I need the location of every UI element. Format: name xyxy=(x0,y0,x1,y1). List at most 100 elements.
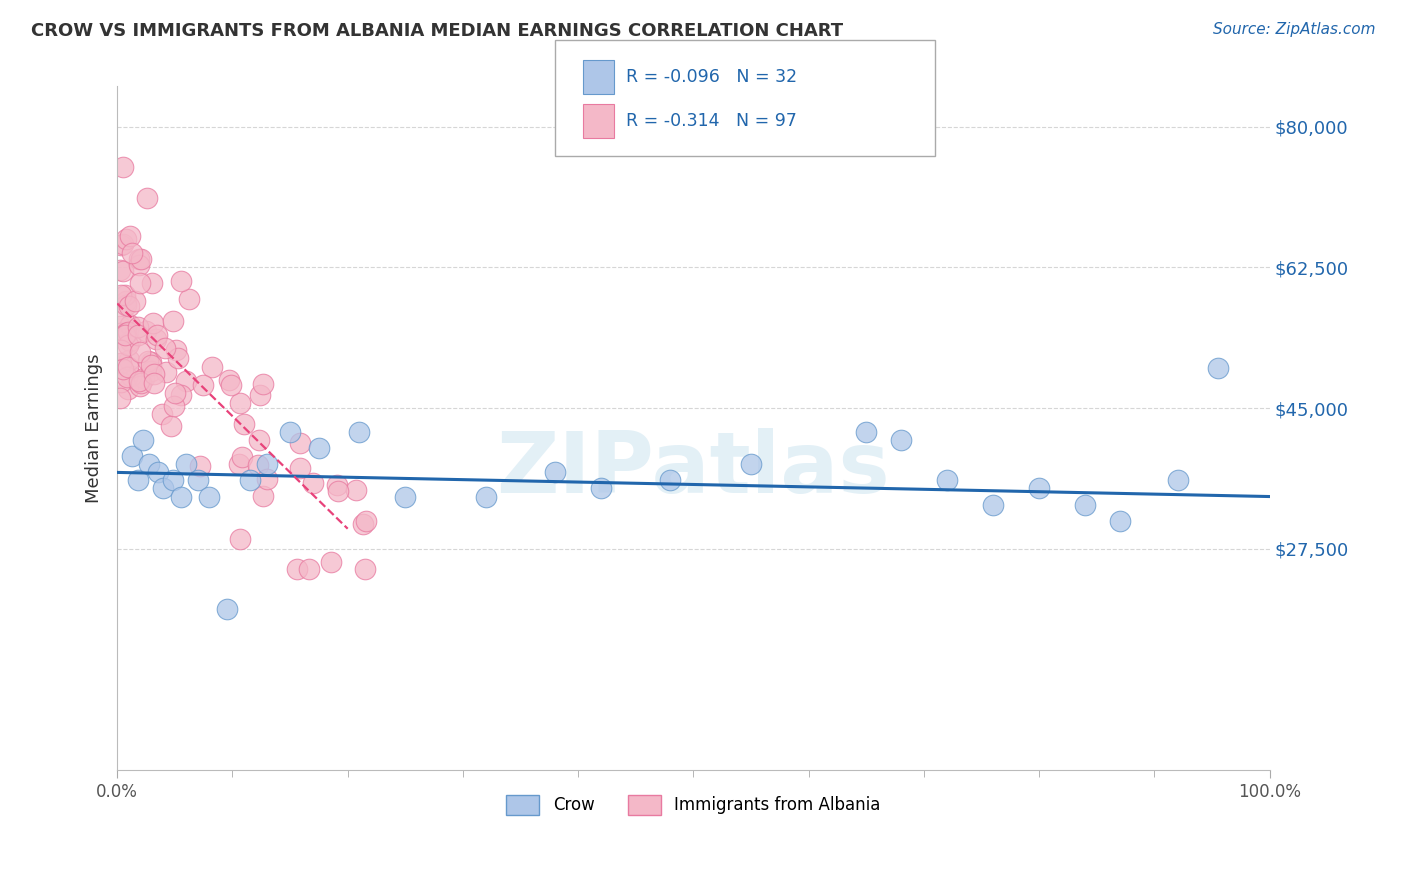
Point xyxy=(232,417,254,432)
Point xyxy=(325,478,347,492)
Point xyxy=(321,555,343,569)
Point xyxy=(278,425,301,440)
Point xyxy=(218,373,240,387)
Point xyxy=(890,434,912,448)
Y-axis label: Median Earnings: Median Earnings xyxy=(86,353,103,503)
Point xyxy=(114,232,136,246)
Point xyxy=(252,376,274,391)
Point xyxy=(114,327,136,342)
Point xyxy=(141,355,163,369)
Point xyxy=(215,602,238,616)
Point xyxy=(290,436,312,450)
Point xyxy=(167,351,190,365)
Point xyxy=(139,364,162,378)
Point xyxy=(142,316,165,330)
Point xyxy=(121,246,143,260)
Point xyxy=(110,343,132,357)
Point xyxy=(121,450,143,464)
Point xyxy=(1074,498,1097,512)
Point xyxy=(475,490,498,504)
Point xyxy=(165,343,187,357)
Point xyxy=(111,362,134,376)
Point xyxy=(544,466,567,480)
Point xyxy=(256,458,278,472)
Point xyxy=(110,238,132,252)
Point xyxy=(162,474,184,488)
Point xyxy=(112,263,135,277)
Point xyxy=(152,482,174,496)
Point xyxy=(239,474,262,488)
Point xyxy=(246,458,269,473)
Point xyxy=(117,338,139,352)
Text: CROW VS IMMIGRANTS FROM ALBANIA MEDIAN EARNINGS CORRELATION CHART: CROW VS IMMIGRANTS FROM ALBANIA MEDIAN E… xyxy=(31,22,844,40)
Point xyxy=(132,371,155,385)
Point xyxy=(162,314,184,328)
Point xyxy=(110,288,132,302)
Point xyxy=(120,318,142,332)
Point xyxy=(143,376,166,390)
Point xyxy=(163,400,186,414)
Point xyxy=(981,498,1004,512)
Point xyxy=(141,276,163,290)
Text: Source: ZipAtlas.com: Source: ZipAtlas.com xyxy=(1212,22,1375,37)
Point xyxy=(229,396,252,410)
Point xyxy=(165,385,187,400)
Point xyxy=(252,489,274,503)
Point xyxy=(247,434,270,448)
Point xyxy=(170,388,193,402)
Point xyxy=(108,392,131,406)
Point xyxy=(108,319,131,334)
Point xyxy=(285,562,308,576)
Point xyxy=(128,379,150,393)
Point xyxy=(120,228,142,243)
Point xyxy=(127,327,149,342)
Point xyxy=(114,298,136,312)
Point xyxy=(328,483,350,498)
Point xyxy=(110,375,132,389)
Point xyxy=(288,461,311,475)
Point xyxy=(108,263,131,277)
Point xyxy=(114,288,136,302)
Point xyxy=(146,466,169,480)
Point xyxy=(198,490,221,504)
Point xyxy=(219,378,242,392)
Point xyxy=(356,514,378,528)
Point xyxy=(591,482,613,496)
Point xyxy=(115,326,138,340)
Point xyxy=(174,374,197,388)
Legend: Crow, Immigrants from Albania: Crow, Immigrants from Albania xyxy=(498,786,889,823)
Point xyxy=(256,472,278,486)
Point xyxy=(298,562,321,576)
Point xyxy=(127,474,149,488)
Point xyxy=(228,457,250,471)
Point xyxy=(308,442,330,456)
Point xyxy=(354,562,377,576)
Point xyxy=(201,359,224,374)
Point xyxy=(146,327,169,342)
Point xyxy=(1206,360,1229,375)
Point xyxy=(740,458,762,472)
Point xyxy=(115,294,138,309)
Point xyxy=(177,292,200,306)
Point xyxy=(131,434,153,448)
Point xyxy=(188,458,211,473)
Point xyxy=(155,365,177,379)
Point xyxy=(249,388,271,402)
Point xyxy=(128,374,150,388)
Point xyxy=(117,325,139,339)
Point xyxy=(118,299,141,313)
Text: ZIPatlas: ZIPatlas xyxy=(496,427,890,511)
Point xyxy=(118,352,141,367)
Point xyxy=(170,274,193,288)
Point xyxy=(1166,474,1188,488)
Point xyxy=(150,407,173,421)
Point xyxy=(129,345,152,359)
Point xyxy=(1028,482,1050,496)
Point xyxy=(135,324,157,338)
Point xyxy=(129,376,152,391)
Point xyxy=(128,258,150,272)
Point xyxy=(302,475,325,490)
Point xyxy=(117,359,139,374)
Point xyxy=(659,474,682,488)
Point xyxy=(228,532,250,546)
